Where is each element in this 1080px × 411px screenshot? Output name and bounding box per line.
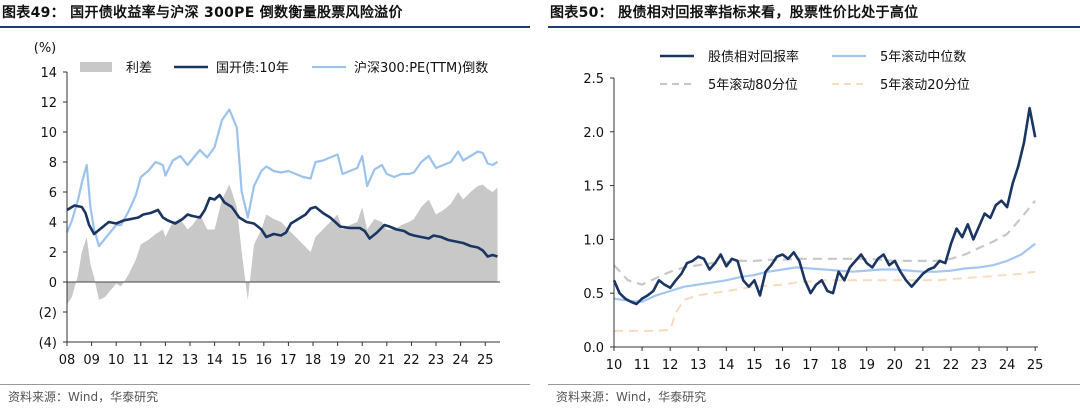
legend-swatch-spread [80,62,112,72]
series-p20-line [614,270,1036,332]
series-spread-area [67,184,498,305]
x-tick-label: 19 [858,358,875,373]
series-bond-yield-line [66,193,498,258]
y-tick-label: 2.0 [583,126,604,141]
y-tick-label: 2 [49,246,57,261]
legend-label-p20: 5年滚动20分位 [880,77,970,93]
legend-label-bond: 国开债:10年 [216,61,289,76]
title-divider [548,26,1080,28]
x-tick-label: 23 [971,358,988,373]
y-tick-label: 1.5 [583,180,604,195]
y-tick-label: (4) [39,336,57,351]
source-note: 资料来源：Wind，华泰研究 [8,390,159,404]
y-tick-label: 4 [49,216,57,231]
x-tick-label: 11 [634,358,651,373]
x-tick-label: 14 [206,353,223,368]
legend-label-ratio: 股债相对回报率 [708,49,799,65]
x-tick-label: 13 [182,353,199,368]
y-tick-label: 8 [49,156,57,171]
y-tick-label: 14 [40,66,57,81]
source-divider [548,384,1080,385]
series-p80-line [613,200,1037,286]
x-tick-label: 08 [59,353,76,368]
x-tick-label: 24 [999,358,1016,373]
y-tick-label: 0 [49,276,57,291]
x-tick-label: 22 [403,353,420,368]
x-tick-label: 11 [133,353,150,368]
x-tick-label: 21 [379,353,396,368]
x-tick-label: 17 [802,358,819,373]
x-tick-label: 10 [606,358,623,373]
y-tick-label: 0.0 [583,341,604,356]
chart-title: 图表50： 股债相对回报率指标来看，股票性价比处于高位 [550,5,919,21]
y-tick-label: 2.5 [583,72,604,87]
x-tick-label: 25 [477,353,494,368]
x-tick-label: 10 [108,353,125,368]
x-tick-label: 15 [746,358,763,373]
x-tick-label: 20 [354,353,371,368]
x-tick-label: 23 [428,353,445,368]
series-ratio-line [612,106,1037,306]
x-tick-label: 16 [256,353,273,368]
x-tick-label: 19 [329,353,346,368]
x-tick-label: 09 [83,353,100,368]
legend-label-p80: 5年滚动80分位 [708,77,798,93]
legend-label-pe: 沪深300:PE(TTM)倒数 [354,60,488,76]
y-tick-label: 6 [49,186,57,201]
x-tick-label: 22 [943,358,960,373]
x-tick-label: 14 [718,358,735,373]
y-tick-label: 0.5 [583,287,604,302]
chart-title: 图表49： 国开债收益率与沪深 300PE 倒数衡量股票风险溢价 [2,5,403,21]
x-tick-label: 16 [774,358,791,373]
x-tick-label: 13 [690,358,707,373]
source-divider [0,384,530,385]
y-tick-label: 1.0 [583,233,604,248]
x-tick-label: 12 [662,358,679,373]
x-tick-label: 12 [157,353,174,368]
chart-panel-right: 图表50： 股债相对回报率指标来看，股票性价比处于高位 2.5 2.0 1.5 1.0… [548,0,1080,411]
x-tick-label: 20 [887,358,904,373]
chart-svg: 2.5 2.0 1.5 1.0 0.5 0.010 11 12 13 14 15 16 17 18 19 20… [583,49,1044,373]
chart-panel-left: 图表49： 国开债收益率与沪深 300PE 倒数衡量股票风险溢价 (%) 14 12… [0,0,530,411]
x-tick-label: 17 [280,353,297,368]
legend-label-spread: 利差 [126,61,152,76]
x-tick-label: 18 [305,353,322,368]
x-tick-label: 25 [1027,358,1044,373]
series-median-line [613,242,1036,303]
y-tick-label: 12 [40,96,57,111]
x-tick-label: 15 [231,353,248,368]
y-unit-label: (%) [34,41,57,56]
y-tick-label: (2) [39,306,57,321]
title-divider [0,26,530,28]
x-tick-label: 18 [830,358,847,373]
source-note: 资料来源：Wind，华泰研究 [556,390,707,404]
x-tick-label: 21 [915,358,932,373]
legend-label-median: 5年滚动中位数 [880,49,966,65]
y-tick-label: 10 [40,126,57,141]
x-tick-label: 24 [452,353,469,368]
